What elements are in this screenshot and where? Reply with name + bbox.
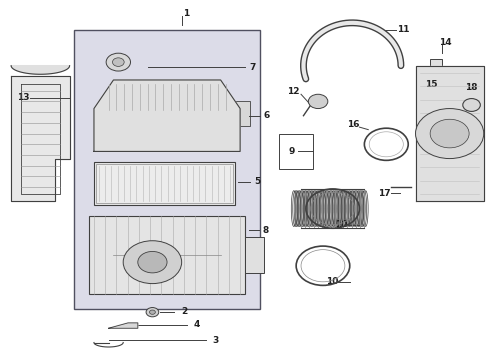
Polygon shape bbox=[416, 66, 484, 202]
Circle shape bbox=[308, 94, 328, 109]
Text: 13: 13 bbox=[17, 93, 29, 102]
Text: 10: 10 bbox=[335, 220, 347, 229]
Text: 4: 4 bbox=[193, 320, 199, 329]
Circle shape bbox=[463, 99, 480, 111]
Circle shape bbox=[123, 241, 182, 284]
Circle shape bbox=[146, 307, 159, 317]
Circle shape bbox=[430, 119, 469, 148]
Polygon shape bbox=[11, 76, 70, 202]
Text: 12: 12 bbox=[288, 87, 300, 96]
FancyBboxPatch shape bbox=[433, 66, 440, 80]
Circle shape bbox=[149, 310, 155, 314]
Text: 1: 1 bbox=[183, 9, 190, 18]
Text: 18: 18 bbox=[466, 83, 478, 92]
FancyBboxPatch shape bbox=[74, 30, 260, 309]
Polygon shape bbox=[94, 80, 240, 152]
Text: 10: 10 bbox=[325, 277, 338, 286]
Polygon shape bbox=[11, 66, 70, 74]
Circle shape bbox=[416, 109, 484, 158]
Text: 16: 16 bbox=[347, 120, 359, 129]
Text: 17: 17 bbox=[378, 189, 391, 198]
FancyBboxPatch shape bbox=[245, 237, 265, 273]
Text: 11: 11 bbox=[397, 26, 410, 35]
Text: 2: 2 bbox=[181, 307, 187, 316]
FancyBboxPatch shape bbox=[94, 162, 235, 205]
Polygon shape bbox=[109, 323, 138, 328]
FancyBboxPatch shape bbox=[420, 94, 445, 130]
FancyBboxPatch shape bbox=[235, 102, 250, 126]
Text: 6: 6 bbox=[264, 111, 270, 120]
Text: 15: 15 bbox=[425, 80, 438, 89]
Text: 3: 3 bbox=[213, 336, 219, 345]
Circle shape bbox=[106, 53, 130, 71]
Text: 7: 7 bbox=[249, 63, 255, 72]
Circle shape bbox=[113, 58, 124, 66]
FancyBboxPatch shape bbox=[430, 59, 442, 87]
Circle shape bbox=[138, 251, 167, 273]
Text: 5: 5 bbox=[254, 177, 260, 186]
Text: 8: 8 bbox=[263, 225, 269, 234]
Text: 14: 14 bbox=[440, 38, 452, 47]
FancyBboxPatch shape bbox=[89, 216, 245, 294]
Text: 9: 9 bbox=[288, 147, 294, 156]
